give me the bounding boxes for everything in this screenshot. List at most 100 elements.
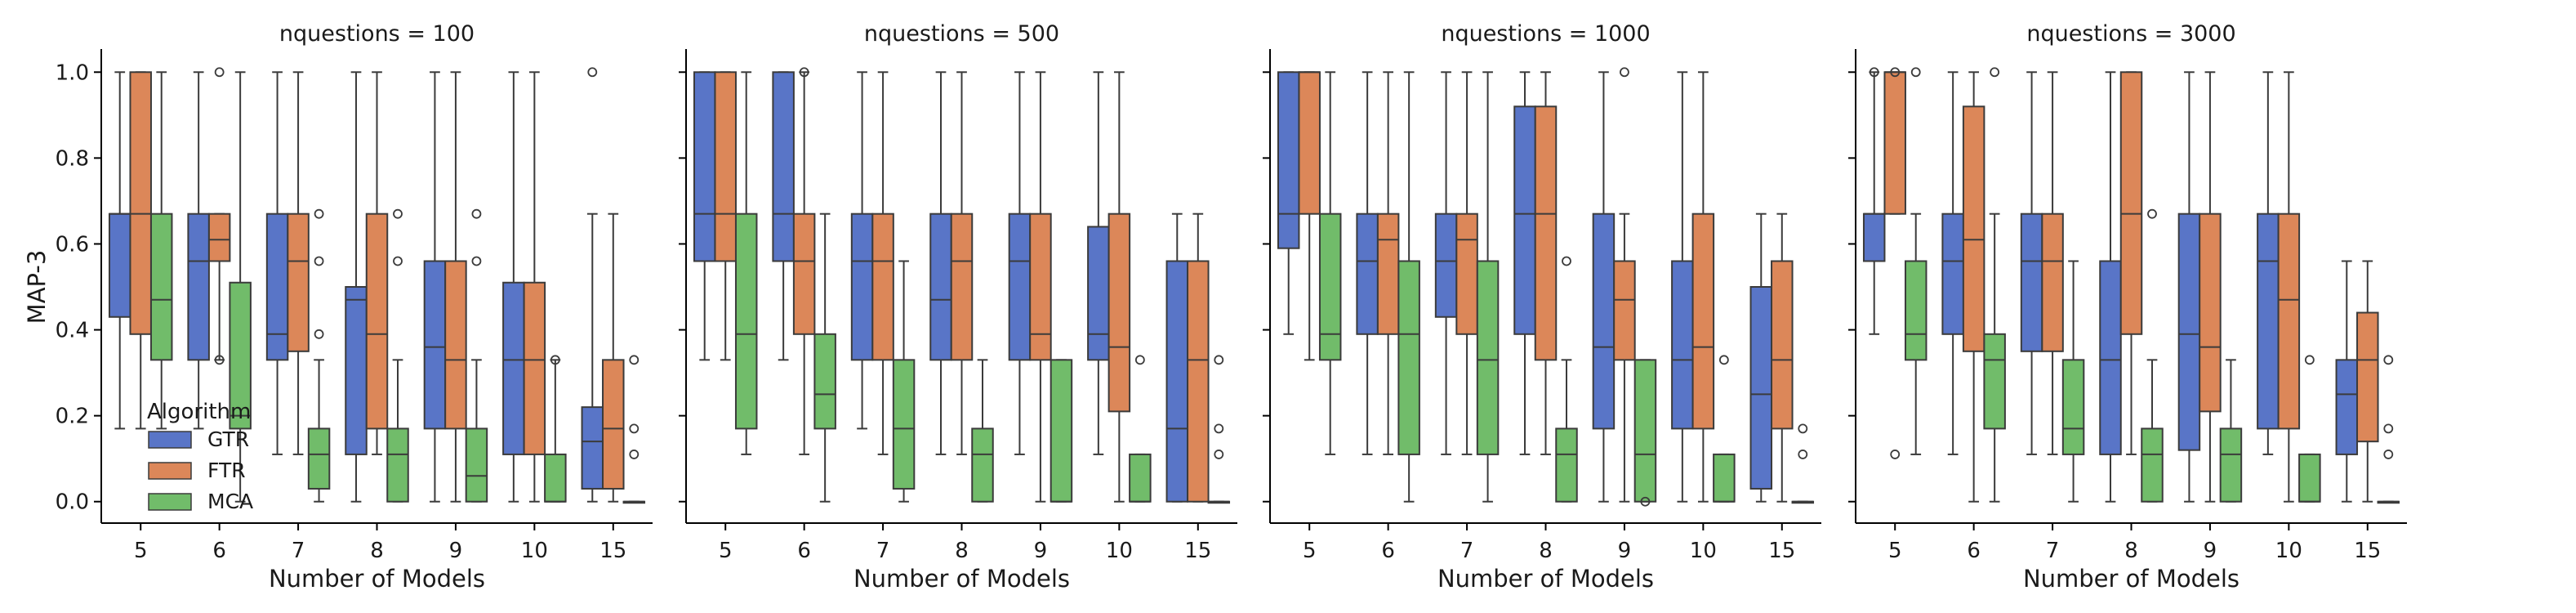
box-ftr-9 xyxy=(1029,71,1052,503)
box-rect xyxy=(813,333,836,430)
box-ftr-10 xyxy=(1691,71,1715,503)
box-rect xyxy=(792,213,816,335)
box-mca-15 xyxy=(2377,355,2400,504)
x-tick-label: 6 xyxy=(212,539,226,563)
outlier-point xyxy=(1562,256,1571,266)
x-axis-label: Number of Models xyxy=(853,565,1070,593)
panel-1: nquestions = 100 0.0 0.2 0.4 0.6 0.8 1.0 5 6 7 8 9 1… xyxy=(56,21,653,593)
outlier-point xyxy=(1214,355,1224,365)
box-rect xyxy=(734,213,758,430)
box-rect xyxy=(1029,213,1052,361)
box-mca-7 xyxy=(307,208,331,503)
x-tick-label: 15 xyxy=(2354,539,2381,563)
box-ftr-8 xyxy=(2119,71,2143,455)
box-gtr-7 xyxy=(850,71,874,430)
box-rect xyxy=(850,213,874,361)
panel-4: nquestions = 3000 5 6 7 8 9 10 15 Number of Mode… xyxy=(1848,21,2407,593)
box-mca-9 xyxy=(2219,359,2243,503)
box-rect xyxy=(386,427,409,503)
box-rect xyxy=(1613,260,1636,361)
box-ftr-8 xyxy=(950,71,974,455)
box-gtr-5 xyxy=(1862,67,1886,335)
outlier-point xyxy=(214,355,225,365)
box-rect xyxy=(2061,359,2085,455)
box-mca-15 xyxy=(1791,423,1815,504)
outlier-point xyxy=(629,355,640,365)
box-rect xyxy=(2277,213,2301,430)
box-gtr-10 xyxy=(2257,71,2280,455)
legend-item-mca: MCA xyxy=(148,490,253,513)
box-gtr-8 xyxy=(2099,71,2122,503)
outlier-point xyxy=(1214,423,1224,434)
box-rect xyxy=(187,213,210,361)
box-gtr-5 xyxy=(108,71,131,430)
outlier-point xyxy=(1620,67,1629,78)
box-rect xyxy=(1087,226,1110,361)
outlier-point xyxy=(2147,208,2157,219)
x-tick-label: 9 xyxy=(1618,539,1632,563)
box-rect xyxy=(2099,260,2122,455)
x-tick-label: 7 xyxy=(1460,539,1474,563)
box-ftr-9 xyxy=(444,71,467,503)
box-rect xyxy=(1050,359,1073,503)
box-rect xyxy=(108,213,131,318)
legend: Algorithm GTR FTR MCA xyxy=(147,400,253,513)
box-ftr-9 xyxy=(2199,71,2222,503)
box-gtr-6 xyxy=(1941,71,1964,455)
box-mca-5 xyxy=(1904,67,1928,455)
legend-label: MCA xyxy=(207,490,253,513)
box-gtr-7 xyxy=(1434,71,1458,455)
box-rect xyxy=(2199,213,2222,413)
box-rect xyxy=(1862,213,1886,262)
box-mca-7 xyxy=(1476,71,1500,503)
box-rect xyxy=(772,71,795,262)
box-rect xyxy=(1356,213,1379,335)
box-rect xyxy=(1277,71,1300,249)
box-mca-5 xyxy=(734,71,758,455)
box-gtr-5 xyxy=(693,71,716,361)
outlier-point xyxy=(314,208,324,219)
outlier-point xyxy=(629,423,640,434)
box-rect xyxy=(1534,105,1558,361)
box-rect xyxy=(365,213,389,430)
legend-label: FTR xyxy=(207,459,246,482)
legend-item-gtr: GTR xyxy=(148,427,249,451)
x-tick-label: 10 xyxy=(2275,539,2302,563)
box-gtr-8 xyxy=(345,71,368,503)
box-rect xyxy=(207,213,231,262)
box-rect xyxy=(2219,427,2243,503)
box-mca-10 xyxy=(1713,355,1736,503)
box-mca-7 xyxy=(2061,260,2085,503)
box-rect xyxy=(229,281,252,430)
outlier-point xyxy=(1990,67,2000,78)
box-rect xyxy=(544,453,567,503)
outlier-point xyxy=(2383,450,2394,459)
box-rect xyxy=(2119,71,2143,335)
outlier-point xyxy=(1134,355,1145,365)
box-rect xyxy=(1941,213,1964,335)
x-tick-label: 6 xyxy=(1967,539,1981,563)
box-rect xyxy=(1904,260,1928,361)
box-ftr-5 xyxy=(129,71,152,430)
outlier-point xyxy=(471,256,482,266)
box-rect xyxy=(1298,71,1321,215)
box-rect xyxy=(1008,213,1032,361)
box-gtr-9 xyxy=(1592,71,1616,503)
box-rect xyxy=(1713,453,1736,503)
x-tick-label: 6 xyxy=(1381,539,1395,563)
legend-swatch xyxy=(148,493,192,511)
box-rect xyxy=(971,427,994,503)
box-rect xyxy=(2298,453,2321,503)
box-mca-10 xyxy=(2298,355,2321,503)
box-ftr-6 xyxy=(1376,71,1400,455)
box-rect xyxy=(1555,427,1578,503)
panel-2: nquestions = 500 5 6 7 8 9 10 15 Number of Model… xyxy=(679,21,1237,593)
box-ftr-10 xyxy=(523,71,546,503)
box-mca-6 xyxy=(229,71,252,503)
box-ftr-6 xyxy=(792,67,816,455)
panel-3: nquestions = 1000 5 6 7 8 9 10 15 Number of Mode… xyxy=(1263,21,1821,593)
box-rect xyxy=(129,71,152,335)
box-ftr-5 xyxy=(1298,71,1321,361)
x-tick-label: 5 xyxy=(1303,539,1317,563)
